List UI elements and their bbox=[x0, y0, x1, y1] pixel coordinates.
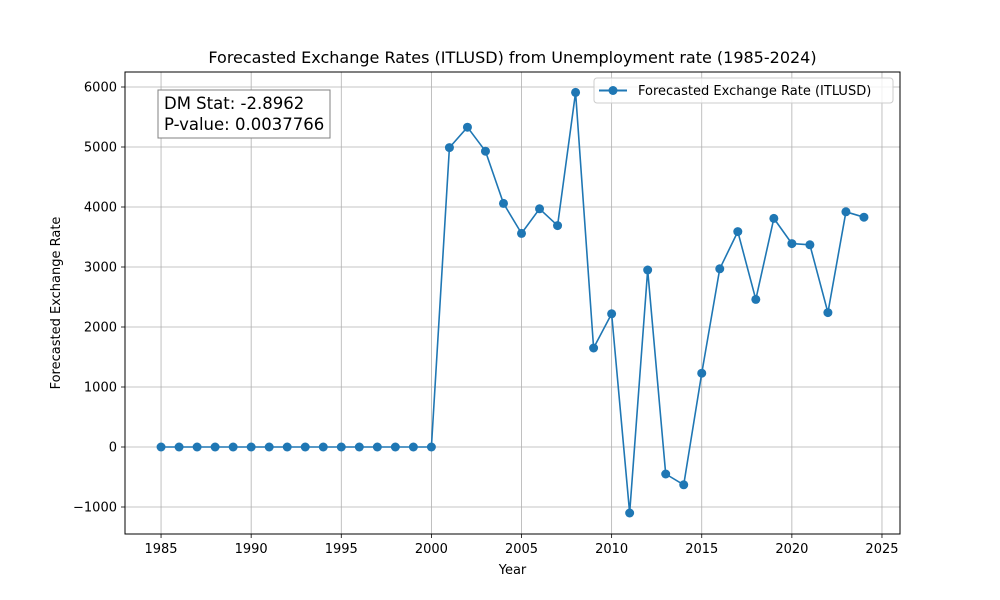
data-point bbox=[426, 442, 436, 452]
plot-frame bbox=[124, 71, 901, 535]
y-tick-label: 1000 bbox=[84, 381, 117, 396]
data-point bbox=[300, 442, 310, 452]
data-point bbox=[787, 239, 797, 249]
data-point bbox=[282, 442, 292, 452]
data-point bbox=[264, 442, 274, 452]
dm-stat-label: DM Stat: -2.8962 bbox=[164, 94, 304, 113]
data-point bbox=[769, 213, 779, 223]
stat-box-frame bbox=[157, 89, 331, 139]
y-tick-label: 5000 bbox=[84, 141, 117, 156]
data-point bbox=[336, 442, 346, 452]
grid bbox=[125, 72, 900, 534]
data-point bbox=[174, 442, 184, 452]
x-tick-label: 2015 bbox=[685, 542, 718, 557]
x-axis-title: Year bbox=[498, 563, 527, 578]
data-point bbox=[498, 198, 508, 208]
data-point bbox=[607, 309, 617, 319]
data-point bbox=[354, 442, 364, 452]
stat-annotation-box: DM Stat: -2.8962 P-value: 0.0037766 bbox=[157, 89, 331, 139]
axis-ticks: 1985 1990 1995 2000 2005 2010 2015 2020 2025 −100… bbox=[73, 81, 899, 558]
data-point bbox=[318, 442, 328, 452]
series-layer bbox=[156, 87, 869, 518]
data-point bbox=[480, 146, 490, 156]
data-point bbox=[823, 308, 833, 318]
data-point bbox=[589, 343, 599, 353]
x-tick-label: 2000 bbox=[415, 542, 448, 557]
x-tick-label: 2005 bbox=[505, 542, 538, 557]
data-point bbox=[246, 442, 256, 452]
y-tick-label: 2000 bbox=[84, 321, 117, 336]
data-point bbox=[156, 442, 166, 452]
data-point bbox=[553, 221, 563, 231]
legend: Forecasted Exchange Rate (ITLUSD) bbox=[593, 77, 894, 104]
data-point bbox=[733, 227, 743, 237]
data-point bbox=[715, 264, 725, 274]
x-tick-label: 1990 bbox=[235, 542, 268, 557]
data-point bbox=[228, 442, 238, 452]
x-tick-label: 2020 bbox=[775, 542, 808, 557]
y-axis-title: Forecasted Exchange Rate bbox=[49, 217, 64, 390]
p-value-label: P-value: 0.0037766 bbox=[164, 115, 324, 134]
y-tick-label: 3000 bbox=[84, 261, 117, 276]
data-point bbox=[661, 469, 671, 479]
data-point bbox=[805, 240, 815, 250]
data-point bbox=[571, 87, 581, 97]
data-point bbox=[535, 204, 545, 214]
legend-frame bbox=[593, 77, 894, 104]
data-point bbox=[697, 368, 707, 378]
series-line bbox=[161, 91, 865, 514]
data-point bbox=[390, 442, 400, 452]
x-tick-label: 1995 bbox=[325, 542, 358, 557]
data-point bbox=[625, 508, 635, 518]
data-point bbox=[192, 442, 202, 452]
data-point bbox=[210, 442, 220, 452]
data-point bbox=[517, 228, 527, 238]
data-point bbox=[462, 122, 472, 132]
data-point bbox=[444, 143, 454, 153]
legend-marker-swatch bbox=[608, 86, 618, 95]
y-tick-label: −1000 bbox=[73, 501, 117, 516]
x-tick-label: 2010 bbox=[595, 542, 628, 557]
x-tick-label: 2025 bbox=[865, 542, 898, 557]
data-point bbox=[751, 294, 761, 304]
data-point bbox=[372, 442, 382, 452]
y-tick-label: 0 bbox=[109, 441, 117, 456]
legend-entry-label: Forecasted Exchange Rate (ITLUSD) bbox=[638, 84, 871, 99]
data-point bbox=[859, 212, 869, 222]
data-point bbox=[408, 442, 418, 452]
data-point bbox=[643, 265, 653, 275]
y-tick-label: 6000 bbox=[84, 81, 117, 96]
data-point bbox=[679, 480, 689, 490]
y-tick-label: 4000 bbox=[84, 201, 117, 216]
chart-title: Forecasted Exchange Rates (ITLUSD) from … bbox=[208, 48, 816, 67]
x-tick-label: 1985 bbox=[144, 542, 177, 557]
data-point bbox=[841, 207, 851, 217]
